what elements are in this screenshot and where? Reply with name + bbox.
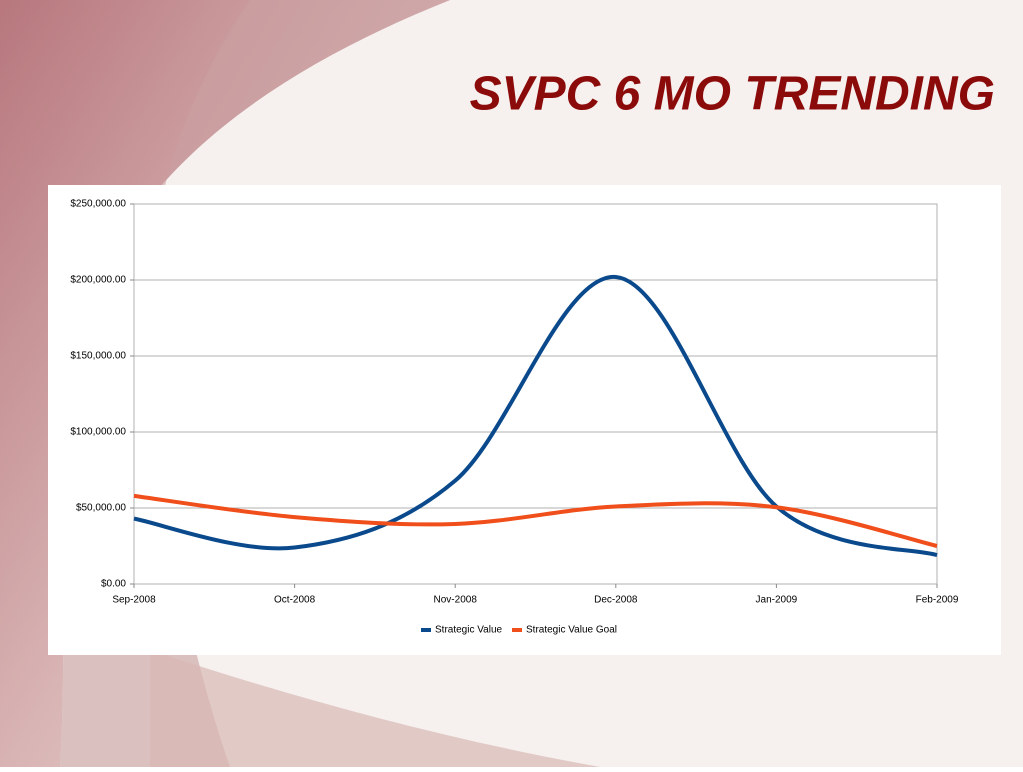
x-tick-label: Sep-2008: [112, 595, 156, 606]
x-tick-label: Oct-2008: [274, 595, 316, 606]
x-tick-label: Jan-2009: [756, 595, 798, 606]
slide-title: SVPC 6 MO TRENDING: [470, 68, 995, 121]
legend-label: Strategic Value Goal: [526, 625, 617, 636]
series-line: [133, 493, 938, 548]
y-tick-label: $150,000.00: [70, 351, 126, 362]
y-tick-label: $100,000.00: [70, 427, 126, 438]
plot: $0.00 $50,000.00 $100,000.00 $150,000.00 $20…: [70, 199, 958, 636]
y-tick-label: $0.00: [101, 579, 126, 590]
x-tick-label: Nov-2008: [434, 595, 478, 606]
x-tick-label: Feb-2009: [916, 595, 959, 606]
legend-label: Strategic Value: [435, 625, 503, 636]
decor-swoosh: [150, 650, 600, 767]
y-tick-label: $50,000.00: [76, 503, 126, 514]
y-tick-label: $200,000.00: [70, 275, 126, 286]
series-line: [133, 274, 938, 558]
chart-area: [48, 185, 1001, 655]
x-tick-label: Dec-2008: [594, 595, 638, 606]
y-tick-label: $250,000.00: [70, 199, 126, 210]
